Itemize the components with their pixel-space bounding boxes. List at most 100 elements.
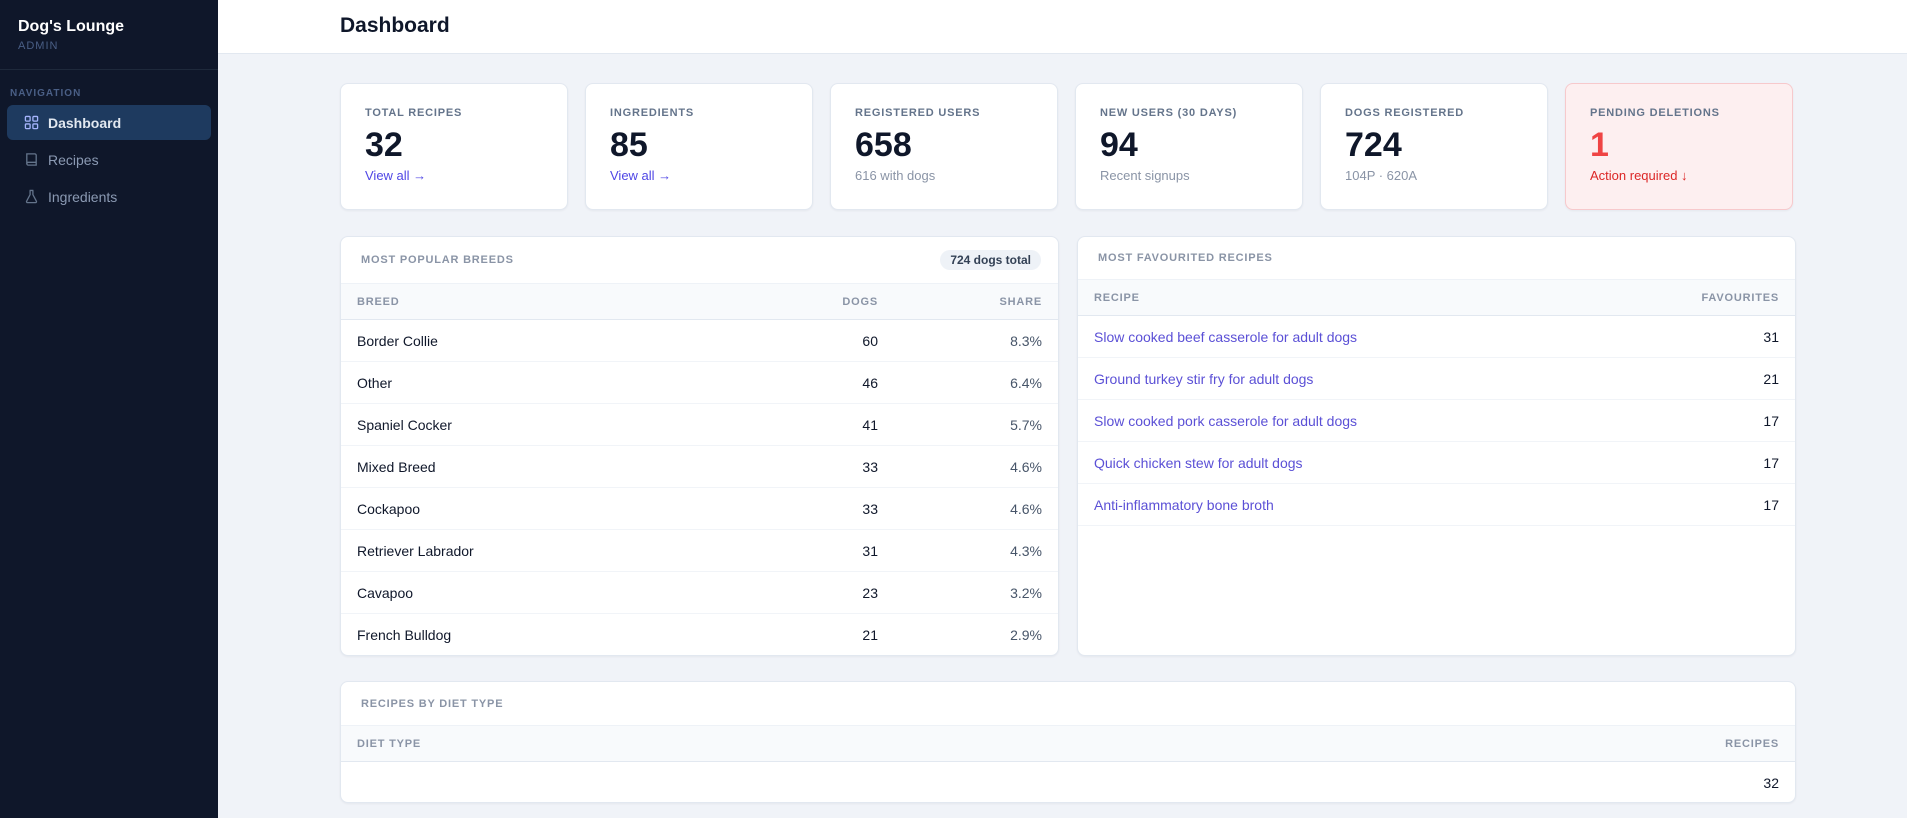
stat-value: 32 — [365, 126, 403, 164]
recipe-cell: Quick chicken stew for adult dogs — [1078, 441, 1616, 484]
table-row: Ground turkey stir fry for adult dogs 21 — [1078, 357, 1795, 400]
stat-card-pending-deletions[interactable]: PENDING DELETIONS 1 Action required ↓ — [1565, 83, 1793, 210]
sidebar-item-recipes[interactable]: Recipes — [7, 142, 211, 177]
recipe-cell: Ground turkey stir fry for adult dogs — [1078, 357, 1616, 400]
column-header-recipe: RECIPE — [1078, 279, 1616, 316]
table-row: Quick chicken stew for adult dogs 17 — [1078, 441, 1795, 484]
brand: Dog's Lounge ADMIN — [0, 0, 218, 70]
recipe-link[interactable]: Slow cooked beef casserole for adult dog… — [1094, 328, 1358, 345]
book-icon — [23, 152, 39, 168]
breed-share: 4.3% — [878, 529, 1058, 572]
panel-header: RECIPES BY DIET TYPE — [341, 682, 1795, 725]
stat-card-dogs-registered: DOGS REGISTERED 724 104P · 620A — [1320, 83, 1548, 210]
popular-breeds-panel: MOST POPULAR BREEDS 724 dogs total BREED… — [340, 236, 1059, 656]
table-row: Slow cooked pork casserole for adult dog… — [1078, 399, 1795, 442]
top-header: Dashboard — [218, 0, 1907, 54]
breeds-table: BREED DOGS SHARE Border Collie 60 8.3% Othe… — [341, 283, 1058, 655]
stat-value: 94 — [1100, 126, 1138, 164]
breed-name: Border Collie — [341, 319, 728, 362]
dog-count: 41 — [728, 403, 878, 446]
diet-type-panel: RECIPES BY DIET TYPE DIET TYPE RECIPES 3… — [340, 681, 1796, 803]
grid-icon — [23, 115, 39, 131]
favourite-count: 17 — [1615, 441, 1795, 484]
stat-label: PENDING DELETIONS — [1590, 107, 1720, 119]
diet-table: DIET TYPE RECIPES 32 — [341, 725, 1795, 802]
action-required-link[interactable]: Action required ↓ — [1590, 168, 1688, 183]
recipe-link[interactable]: Ground turkey stir fry for adult dogs — [1094, 370, 1314, 387]
sidebar-item-label: Recipes — [48, 151, 99, 168]
breed-share: 8.3% — [878, 319, 1058, 362]
brand-subtitle: ADMIN — [18, 40, 59, 52]
table-row: Border Collie 60 8.3% — [341, 319, 1058, 362]
stat-subtext: 104P · 620A — [1345, 168, 1418, 183]
breed-share: 2.9% — [878, 613, 1058, 655]
brand-title: Dog's Lounge — [18, 18, 125, 35]
table-row: 32 — [341, 761, 1795, 802]
diet-type — [341, 761, 1118, 802]
panel-header: MOST FAVOURITED RECIPES — [1078, 237, 1795, 279]
favourites-table: RECIPE FAVOURITES Slow cooked beef casse… — [1078, 279, 1795, 526]
view-all-recipes-link[interactable]: View all → — [365, 168, 427, 183]
stat-card-registered-users: REGISTERED USERS 658 616 with dogs — [830, 83, 1058, 210]
recipe-link[interactable]: Quick chicken stew for adult dogs — [1094, 454, 1303, 471]
breed-name: French Bulldog — [341, 613, 728, 655]
sidebar-item-ingredients[interactable]: Ingredients — [7, 179, 211, 214]
column-header-dogs: DOGS — [728, 283, 878, 320]
column-header-diet-type: DIET TYPE — [341, 725, 1118, 762]
dog-count: 33 — [728, 445, 878, 488]
total-dogs-badge: 724 dogs total — [940, 250, 1041, 270]
breed-share: 5.7% — [878, 403, 1058, 446]
recipe-cell: Anti-inflammatory bone broth — [1078, 483, 1616, 526]
breed-share: 4.6% — [878, 445, 1058, 488]
dog-count: 21 — [728, 613, 878, 655]
sidebar-nav: Dashboard Recipes Ingredients — [0, 105, 218, 214]
breed-share: 4.6% — [878, 487, 1058, 530]
column-header-breed: BREED — [341, 283, 728, 320]
table-row: Mixed Breed 33 4.6% — [341, 445, 1058, 488]
stat-label: TOTAL RECIPES — [365, 107, 463, 119]
column-header-recipes: RECIPES — [1117, 725, 1795, 762]
table-row: Spaniel Cocker 41 5.7% — [341, 403, 1058, 446]
view-all-ingredients-link[interactable]: View all → — [610, 168, 672, 183]
stat-label: NEW USERS (30 DAYS) — [1100, 107, 1238, 119]
stat-card-ingredients: INGREDIENTS 85 View all → — [585, 83, 813, 210]
table-row: Retriever Labrador 31 4.3% — [341, 529, 1058, 572]
dog-count: 46 — [728, 361, 878, 404]
panel-title: MOST POPULAR BREEDS — [361, 254, 514, 266]
stat-value: 85 — [610, 126, 648, 164]
stat-label: REGISTERED USERS — [855, 107, 981, 119]
stat-subtext: 616 with dogs — [855, 168, 936, 183]
breed-name: Cockapoo — [341, 487, 728, 530]
page-title: Dashboard — [340, 14, 450, 37]
table-row: Cockapoo 33 4.6% — [341, 487, 1058, 530]
dog-count: 23 — [728, 571, 878, 614]
stat-value: 658 — [855, 126, 912, 164]
breed-share: 3.2% — [878, 571, 1058, 614]
favourite-count: 17 — [1615, 399, 1795, 442]
sidebar-item-label: Dashboard — [48, 114, 122, 131]
breed-name: Retriever Labrador — [341, 529, 728, 572]
recipe-link[interactable]: Slow cooked pork casserole for adult dog… — [1094, 412, 1358, 429]
dog-count: 60 — [728, 319, 878, 362]
column-header-share: SHARE — [878, 283, 1058, 320]
breed-name: Other — [341, 361, 728, 404]
sidebar-item-label: Ingredients — [48, 188, 118, 205]
breed-name: Mixed Breed — [341, 445, 728, 488]
stat-card-total-recipes: TOTAL RECIPES 32 View all → — [340, 83, 568, 210]
panel-title: RECIPES BY DIET TYPE — [361, 697, 504, 710]
sidebar-item-dashboard[interactable]: Dashboard — [7, 105, 211, 140]
table-row: Slow cooked beef casserole for adult dog… — [1078, 315, 1795, 358]
table-row: Other 46 6.4% — [341, 361, 1058, 404]
sidebar: Dog's Lounge ADMIN NAVIGATION Dashboard … — [0, 0, 218, 818]
favourited-recipes-panel: MOST FAVOURITED RECIPES RECIPE FAVOURITE… — [1077, 236, 1796, 656]
dog-count: 33 — [728, 487, 878, 530]
recipe-cell: Slow cooked pork casserole for adult dog… — [1078, 399, 1616, 442]
recipe-link[interactable]: Anti-inflammatory bone broth — [1094, 496, 1274, 513]
stat-card-new-users: NEW USERS (30 DAYS) 94 Recent signups — [1075, 83, 1303, 210]
breed-name: Spaniel Cocker — [341, 403, 728, 446]
stat-value: 1 — [1590, 126, 1609, 164]
diet-recipe-count: 32 — [1117, 761, 1795, 802]
table-row: Cavapoo 23 3.2% — [341, 571, 1058, 614]
panel-title: MOST FAVOURITED RECIPES — [1098, 252, 1273, 264]
column-header-favourites: FAVOURITES — [1615, 279, 1795, 316]
